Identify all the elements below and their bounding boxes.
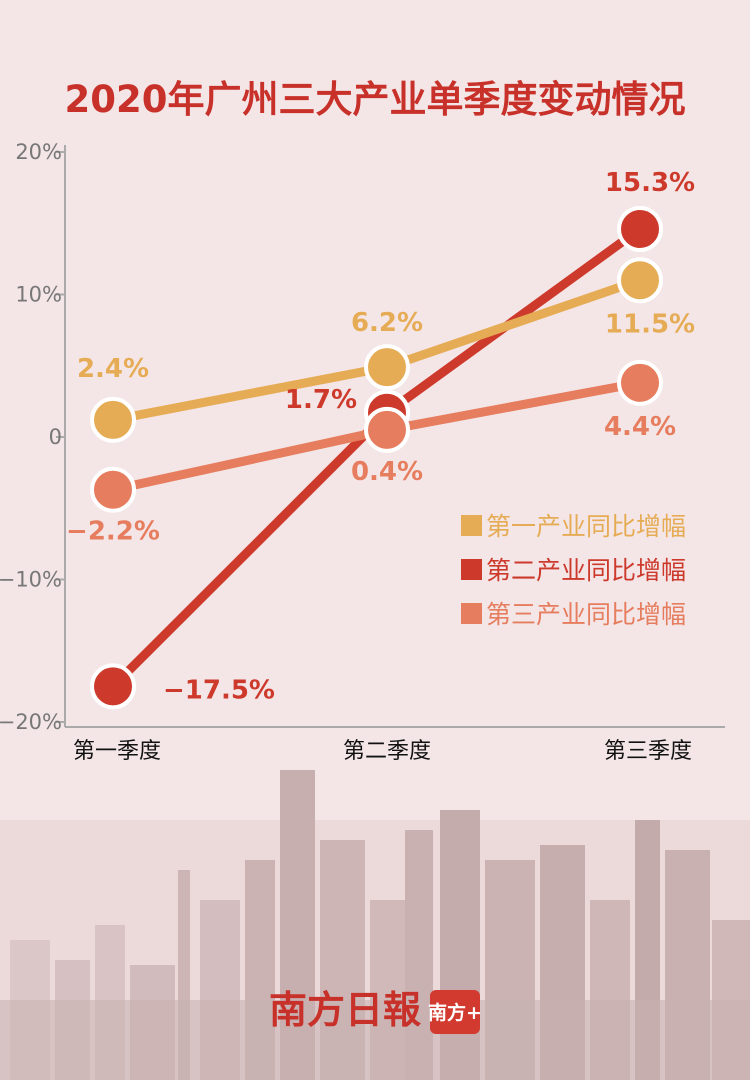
data-point — [90, 396, 136, 443]
data-label: 1.7% — [285, 385, 357, 415]
app-badge: 南方+ — [428, 990, 482, 1034]
legend-label: 第一产业同比增幅 — [486, 512, 686, 541]
data-label: −2.2% — [66, 517, 160, 547]
data-label: 4.4% — [604, 412, 676, 442]
data-label: 6.2% — [351, 308, 423, 338]
data-label: −17.5% — [163, 675, 275, 705]
data-label: 2.4% — [77, 354, 149, 384]
y-tick-label: −20% — [0, 710, 62, 734]
data-point — [90, 663, 136, 710]
x-category-label: 第二季度 — [343, 739, 431, 764]
y-tick-label: −10% — [0, 568, 62, 592]
chart-title: 2020年广州三大产业单季度变动情况 — [65, 78, 686, 121]
badge-text: 南方+ — [428, 1001, 482, 1024]
skyline-background — [0, 770, 750, 1080]
x-category-label: 第一季度 — [73, 739, 161, 764]
newspaper-logo: 南方日報 — [269, 987, 421, 1032]
legend-swatch — [461, 603, 482, 624]
legend-swatch — [461, 515, 482, 536]
y-tick-label: 0 — [49, 425, 62, 449]
legend-label: 第三产业同比增幅 — [486, 600, 686, 629]
y-tick-label: 20% — [15, 140, 62, 164]
data-point — [617, 257, 663, 304]
data-point — [364, 406, 410, 453]
data-point — [617, 359, 663, 406]
legend-swatch — [461, 559, 482, 580]
data-point — [364, 344, 410, 391]
data-label: 0.4% — [351, 457, 423, 487]
y-tick-label: 10% — [15, 283, 62, 307]
data-label: 15.3% — [605, 168, 695, 198]
data-point — [617, 205, 663, 252]
data-point — [90, 466, 136, 513]
x-category-label: 第三季度 — [604, 739, 692, 764]
logo-text: 南方日報 — [269, 987, 421, 1032]
legend-label: 第二产业同比增幅 — [486, 556, 686, 585]
data-label: 11.5% — [605, 309, 695, 339]
